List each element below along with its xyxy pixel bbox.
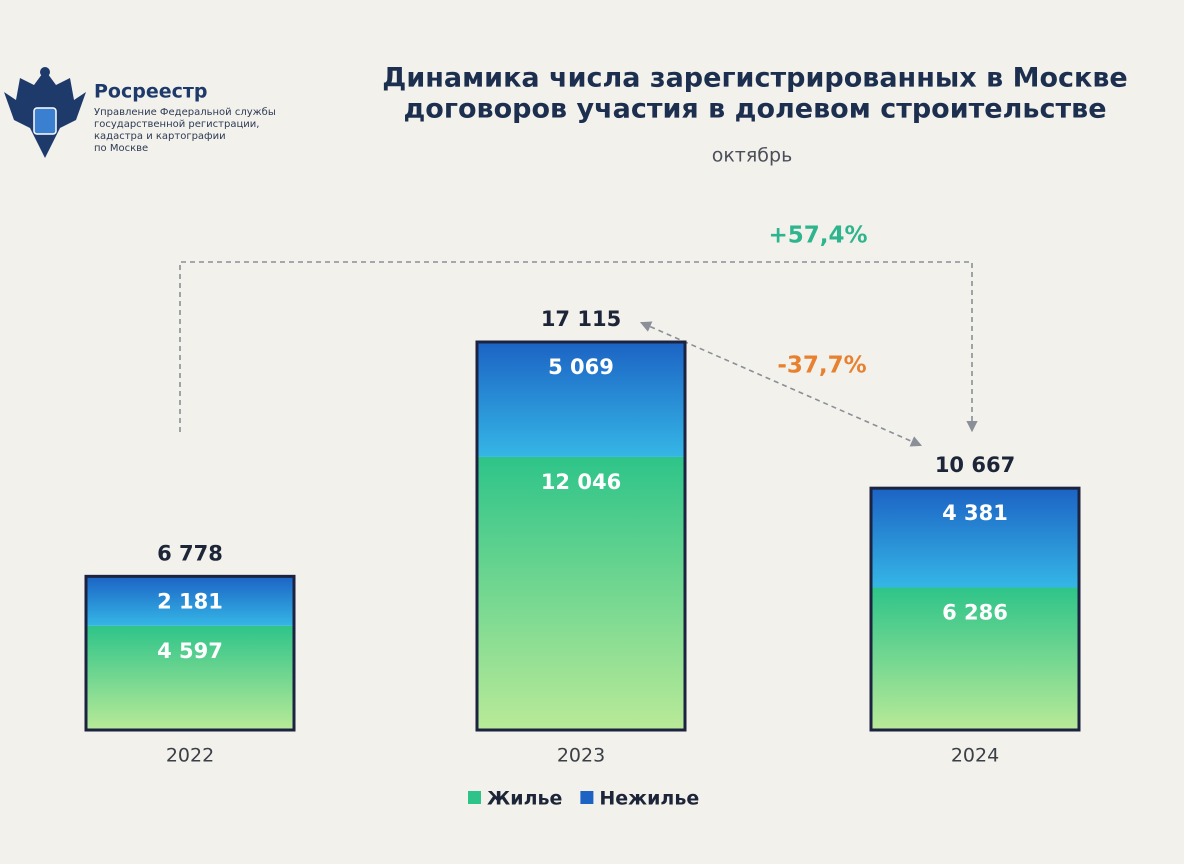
value-label: 12 046 xyxy=(541,470,621,494)
legend-label: Жилье xyxy=(487,788,562,810)
total-label: 6 778 xyxy=(157,541,223,565)
logo-name: Росреестр xyxy=(94,81,208,103)
legend-label: Нежилье xyxy=(599,788,699,810)
total-label: 10 667 xyxy=(935,453,1015,477)
chart-title: Динамика числа зарегистрированных в Моск… xyxy=(382,63,1127,94)
chart-title: договоров участия в долевом строительств… xyxy=(403,94,1106,125)
bar-segment xyxy=(477,342,685,457)
x-tick-label: 2022 xyxy=(166,745,214,767)
bar-segment xyxy=(86,625,294,730)
x-tick-label: 2023 xyxy=(557,745,605,767)
bar-segment xyxy=(477,456,685,730)
bar-segment xyxy=(86,576,294,626)
connector xyxy=(639,321,923,447)
legend-swatch xyxy=(580,791,594,804)
bar-segment xyxy=(871,488,1079,588)
value-label: 2 181 xyxy=(157,589,223,613)
value-label: 6 286 xyxy=(942,600,1008,624)
logo xyxy=(4,67,86,158)
value-label: 4 597 xyxy=(157,639,223,663)
total-label: 17 115 xyxy=(541,307,621,331)
logo-org: кадастра и картографии xyxy=(94,131,226,142)
logo-org: по Москве xyxy=(94,143,148,154)
value-label: 5 069 xyxy=(548,355,614,379)
value-label: 4 381 xyxy=(942,501,1008,525)
bar-outline xyxy=(869,486,1081,732)
annotation: +57,4% xyxy=(768,223,867,249)
x-tick-label: 2024 xyxy=(951,745,999,767)
bar-segment xyxy=(871,587,1079,730)
chart-subtitle: октябрь xyxy=(712,145,793,167)
bar-outline xyxy=(84,574,296,732)
legend-swatch xyxy=(468,791,481,804)
logo-org: Управление Федеральной службы xyxy=(94,107,276,118)
annotation: -37,7% xyxy=(777,353,866,379)
logo-org: государственной регистрации, xyxy=(94,119,259,130)
bar-outline xyxy=(475,340,687,732)
connector xyxy=(179,261,978,433)
